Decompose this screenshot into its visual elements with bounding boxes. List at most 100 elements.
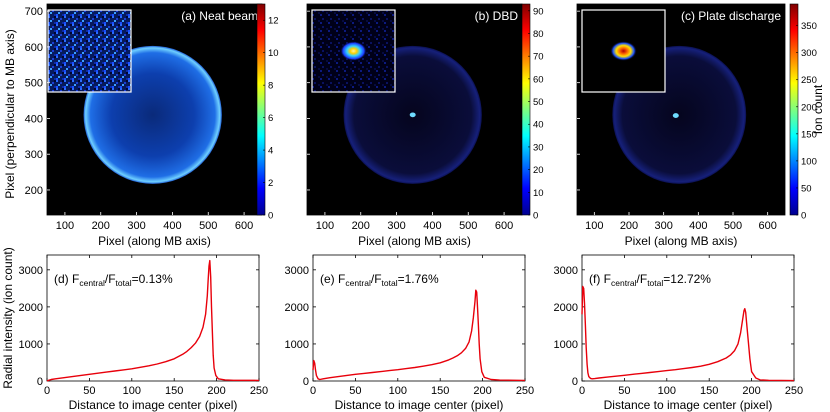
colorbar-tick-label: 10 (533, 188, 544, 199)
series-line (46, 259, 260, 382)
y-tick-label: 2000 (285, 302, 309, 314)
y-tick-label: 3000 (285, 265, 309, 277)
y-tick-label: 3000 (19, 265, 43, 277)
y-tick-label: 400 (25, 113, 43, 125)
x-tick-label: 400 (689, 220, 707, 232)
colorbar-label: Ion count (811, 84, 825, 134)
x-axis-label: Distance to image center (pixel) (604, 398, 773, 412)
axes-frame (312, 254, 526, 382)
title-subscript: total (116, 278, 132, 288)
x-tick-label: 150 (431, 385, 449, 397)
colorbar-tick-label: 150 (801, 129, 817, 140)
x-tick-label: 200 (92, 220, 110, 232)
line-plot-panel-d: 0 50 100 150 200 250 0 1000 2000 3000 Distance to … (19, 254, 268, 412)
x-tick-label: 600 (495, 220, 513, 232)
x-tick-label: 300 (387, 220, 405, 232)
inset-central-spot (610, 41, 637, 61)
colorbar-tick-label: 6 (268, 113, 273, 124)
panel-title: (e) Fcentral/Ftotal=1.76% (320, 272, 439, 288)
axes-frame (46, 254, 260, 382)
title-part: /F (371, 272, 382, 286)
line-plot-panel-f: 0 50 100 150 200 250 0 1000 2000 3000 Distance to … (554, 254, 803, 412)
x-tick-label: 200 (473, 385, 491, 397)
x-tick-label: 100 (585, 220, 603, 232)
line-plot-panel-e: 0 50 100 150 200 250 0 1000 2000 3000 Distance to … (285, 254, 534, 412)
x-axis-label: Distance to image center (pixel) (335, 398, 504, 412)
panel-title: (a) Neat beam (181, 9, 258, 23)
title-part: (e) F (320, 272, 345, 286)
colorbar-tick-label: 0 (268, 211, 273, 222)
x-tick-label: 0 (44, 385, 50, 397)
colorbar-tick-label: 50 (533, 97, 544, 108)
x-tick-label: 200 (352, 220, 370, 232)
title-part: =12.72% (663, 272, 711, 286)
colorbar-tick-label: 200 (801, 102, 817, 113)
central-spot (672, 113, 679, 118)
x-tick-label: 50 (83, 385, 95, 397)
title-part: /F (637, 272, 648, 286)
colorbar (521, 3, 531, 216)
colorbar-tick-label: 4 (268, 146, 273, 157)
axes-frame (581, 254, 795, 382)
x-tick-label: 50 (618, 385, 630, 397)
central-spot (409, 112, 416, 118)
title-part: (f) F (589, 272, 611, 286)
y-tick-label: 2000 (19, 302, 43, 314)
y-tick-label: 300 (25, 149, 43, 161)
x-tick-label: 100 (389, 385, 407, 397)
x-axis-label: Pixel (along MB axis) (625, 234, 738, 248)
bottom-row-ylabel: Radial intensity (ion count) (1, 247, 15, 388)
panel-title: (d) Fcentral/Ftotal=0.13% (54, 272, 173, 288)
panel-title: (f) Fcentral/Ftotal=12.72% (589, 272, 711, 288)
x-tick-label: 500 (459, 220, 477, 232)
colorbar-tick-label: 40 (533, 120, 544, 131)
colorbar-tick-label: 90 (533, 6, 544, 17)
x-axis-label: Pixel (along MB axis) (98, 234, 211, 248)
panel-title: (c) Plate discharge (681, 9, 781, 23)
colorbar-tick-label: 300 (801, 48, 817, 59)
colorbar-tick-label: 0 (533, 211, 538, 222)
colorbar-tick-label: 50 (801, 183, 812, 194)
inset-zoom (47, 9, 132, 93)
title-part: /F (105, 272, 116, 286)
y-tick-label: 1000 (554, 339, 578, 351)
x-tick-label: 500 (724, 220, 742, 232)
y-tick-label: 0 (37, 376, 43, 388)
y-tick-label: 600 (25, 42, 43, 54)
y-tick-label: 0 (303, 376, 309, 388)
x-tick-label: 200 (742, 385, 760, 397)
title-subscript: total (382, 278, 398, 288)
x-tick-label: 200 (620, 220, 638, 232)
inset-central-spot (340, 41, 367, 61)
colorbar-tick-label: 60 (533, 74, 544, 85)
x-tick-label: 50 (349, 385, 361, 397)
colorbar-tick-label: 100 (801, 156, 817, 167)
x-tick-label: 400 (423, 220, 441, 232)
colorbar-tick-label: 250 (801, 75, 817, 86)
x-tick-label: 200 (207, 385, 225, 397)
colorbar-tick-label: 0 (801, 211, 806, 222)
x-tick-label: 100 (658, 385, 676, 397)
top-row-ylabel: Pixel (perpendicular to MB axis) (3, 29, 17, 198)
y-tick-label: 500 (25, 78, 43, 90)
x-tick-label: 100 (56, 220, 74, 232)
x-axis-label: Pixel (along MB axis) (358, 234, 471, 248)
y-tick-label: 0 (572, 376, 578, 388)
colorbar (789, 3, 799, 216)
y-tick-label: 2000 (554, 302, 578, 314)
x-tick-label: 0 (310, 385, 316, 397)
x-tick-label: 150 (700, 385, 718, 397)
colorbar-tick-label: 350 (801, 21, 817, 32)
x-tick-label: 0 (579, 385, 585, 397)
title-part: (d) F (54, 272, 79, 286)
colorbar-tick-label: 8 (268, 81, 273, 92)
title-subscript: central (611, 278, 637, 288)
x-tick-label: 300 (654, 220, 672, 232)
colorbar-tick-label: 70 (533, 52, 544, 63)
series-line (581, 285, 795, 382)
x-tick-label: 100 (316, 220, 334, 232)
x-tick-label: 100 (123, 385, 141, 397)
